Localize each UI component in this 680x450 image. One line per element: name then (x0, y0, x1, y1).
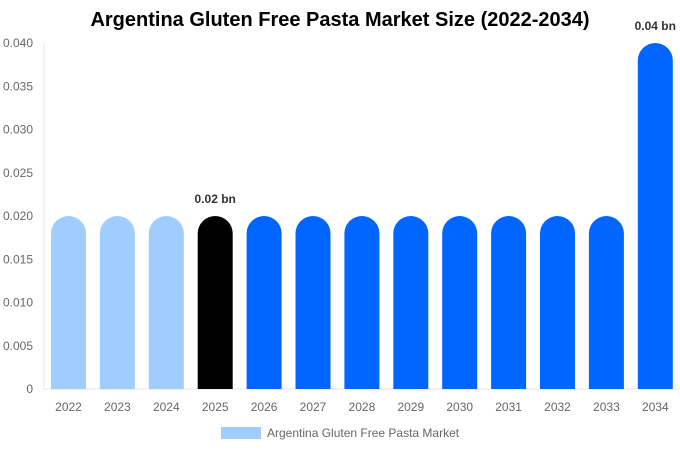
x-tick-label: 2028 (349, 400, 376, 414)
bar-2030 (442, 216, 478, 389)
x-tick-label: 2033 (593, 400, 620, 414)
bar-2031 (491, 216, 527, 389)
x-tick-label: 2034 (642, 400, 669, 414)
chart-title: Argentina Gluten Free Pasta Market Size … (90, 9, 590, 31)
y-tick-label: 0.020 (3, 209, 33, 223)
x-tick-label: 2031 (495, 400, 522, 414)
bar-2027 (295, 216, 331, 389)
y-tick-label: 0.040 (3, 36, 33, 50)
data-label: 0.02 bn (195, 192, 236, 206)
x-tick-label: 2022 (55, 400, 82, 414)
x-tick-label: 2026 (251, 400, 278, 414)
bar-2022 (51, 216, 86, 389)
bar-2029 (393, 216, 429, 389)
bar-2033 (588, 216, 624, 389)
y-tick-label: 0.025 (3, 166, 33, 180)
x-tick-label: 2030 (446, 400, 473, 414)
x-tick-label: 2025 (202, 400, 229, 414)
x-tick-label: 2029 (397, 400, 424, 414)
bar-2025 (197, 216, 233, 389)
bar-2026 (246, 216, 282, 389)
bar-2023 (99, 216, 135, 389)
legend[interactable]: Argentina Gluten Free Pasta Market (221, 426, 459, 440)
y-tick-label: 0.035 (3, 79, 33, 93)
data-label: 0.04 bn (635, 19, 676, 33)
bar-2028 (344, 216, 380, 389)
y-tick-label: 0.015 (3, 252, 33, 266)
x-tick-label: 2027 (300, 400, 327, 414)
x-tick-label: 2023 (104, 400, 131, 414)
y-tick-label: 0.005 (3, 339, 33, 353)
bar-2032 (540, 216, 575, 389)
y-tick-label: 0.010 (3, 296, 33, 310)
bar-2024 (148, 216, 184, 389)
x-tick-label: 2024 (153, 400, 180, 414)
bar-2034 (637, 43, 673, 389)
y-tick-label: 0 (26, 382, 33, 396)
legend-label: Argentina Gluten Free Pasta Market (267, 426, 460, 440)
y-tick-label: 0.030 (3, 123, 33, 137)
x-tick-label: 2032 (544, 400, 571, 414)
legend-swatch (221, 427, 261, 439)
